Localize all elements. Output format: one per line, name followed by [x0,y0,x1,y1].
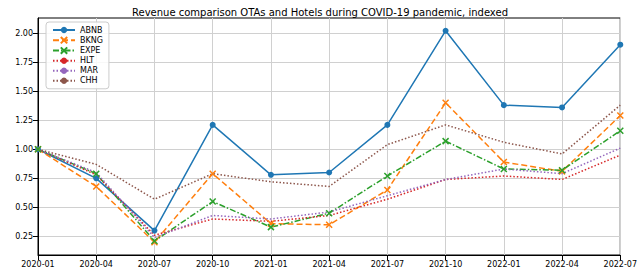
svg-text:1.50: 1.50 [15,87,33,96]
svg-text:CHH: CHH [80,76,98,85]
svg-text:2021-01: 2021-01 [254,260,287,269]
svg-text:2022-04: 2022-04 [545,260,578,269]
svg-text:2021-04: 2021-04 [312,260,345,269]
svg-text:2.00: 2.00 [15,29,33,38]
svg-text:2020-01: 2020-01 [21,260,54,269]
svg-text:0.25: 0.25 [15,232,33,241]
svg-text:HLT: HLT [80,56,94,65]
svg-text:EXPE: EXPE [80,46,100,55]
svg-text:0.50: 0.50 [15,203,33,212]
svg-text:2022-01: 2022-01 [487,260,520,269]
svg-text:2020-04: 2020-04 [80,260,113,269]
svg-text:1.25: 1.25 [15,116,33,125]
svg-text:BKNG: BKNG [80,36,103,45]
svg-text:2021-07: 2021-07 [371,260,404,269]
svg-text:2022-07: 2022-07 [604,260,637,269]
svg-text:ABNB: ABNB [80,26,102,35]
svg-text:1.75: 1.75 [15,58,33,67]
svg-text:2021-10: 2021-10 [429,260,462,269]
svg-text:MAR: MAR [80,66,98,75]
svg-text:Revenue comparison OTAs and Ho: Revenue comparison OTAs and Hotels durin… [132,7,508,18]
svg-text:2020-10: 2020-10 [196,260,229,269]
svg-text:0.75: 0.75 [15,174,33,183]
svg-text:2020-07: 2020-07 [138,260,171,269]
svg-text:1.00: 1.00 [15,145,33,154]
